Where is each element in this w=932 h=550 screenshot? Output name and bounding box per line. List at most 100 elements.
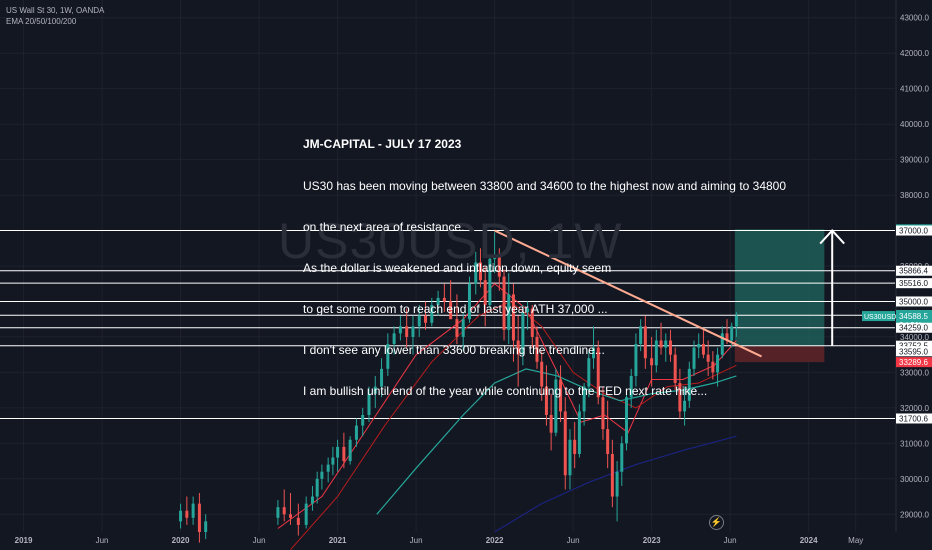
candle-body xyxy=(620,443,624,472)
candle-body xyxy=(587,358,591,387)
price-tick-label: 29000.0 xyxy=(900,510,929,519)
candle-body xyxy=(436,297,440,306)
candle-body xyxy=(687,368,691,401)
candle-body xyxy=(373,386,377,394)
price-tag-bg xyxy=(896,225,932,236)
candle-body xyxy=(659,340,663,348)
candle-body xyxy=(320,471,324,479)
candle-body xyxy=(654,340,658,366)
symbol-title[interactable]: US Wall St 30, 1W, OANDA xyxy=(6,6,105,15)
time-tick-label: Jun xyxy=(724,536,737,545)
time-tick-label: Jun xyxy=(567,536,580,545)
price-tick-label: 38000.0 xyxy=(900,191,929,200)
price-tag-bg xyxy=(896,296,932,307)
candle-body xyxy=(610,453,614,497)
candle-body xyxy=(549,414,553,433)
price-tag-label: 35000.0 xyxy=(899,297,928,306)
indicator-legend[interactable]: EMA 20/50/100/200 xyxy=(6,17,77,26)
candle-body xyxy=(197,503,201,532)
price-tick-label: 31000.0 xyxy=(900,439,929,448)
candle-body xyxy=(185,510,189,518)
loss-zone xyxy=(734,345,825,363)
ema-line xyxy=(277,283,737,529)
price-tag-bg xyxy=(896,278,932,289)
candle-body xyxy=(502,276,506,330)
candle-body xyxy=(361,414,365,426)
candle-body xyxy=(411,326,415,337)
candle-body xyxy=(511,294,515,341)
candle-body xyxy=(331,457,335,465)
candle-body xyxy=(629,375,633,398)
lightning-icon[interactable]: ⚡ xyxy=(709,515,724,530)
note-line: I don't see any lower than 33600 breakin… xyxy=(303,342,605,357)
candle-body xyxy=(449,301,453,320)
time-tick-label: 2020 xyxy=(172,536,190,545)
candle-body xyxy=(650,358,654,366)
candle-body xyxy=(601,397,605,430)
note-line: JM-CAPITAL - JULY 17 2023 xyxy=(303,137,462,152)
candle-body xyxy=(563,411,567,476)
candle-body xyxy=(282,507,286,515)
price-tag-label: 34588.5 xyxy=(899,312,928,321)
note-line: on the next area of resistance. xyxy=(303,219,465,234)
candle-body xyxy=(204,521,208,532)
time-tick-label: May xyxy=(848,536,863,545)
time-tick-label: 2022 xyxy=(486,536,504,545)
price-tag-bg xyxy=(896,340,932,351)
price-tick-label: 33000.0 xyxy=(900,368,929,377)
candle-body xyxy=(488,258,492,306)
candle-body xyxy=(725,333,729,341)
candle-body xyxy=(304,503,308,525)
note-line: As the dollar is weakened and inflation … xyxy=(303,260,612,275)
price-tag-label: 33289.6 xyxy=(899,358,928,367)
time-tick-label: 2021 xyxy=(329,536,347,545)
candle-body xyxy=(380,368,384,387)
candle-body xyxy=(405,326,409,337)
candle-body xyxy=(417,315,421,327)
candle-body xyxy=(582,386,586,412)
symbol-chip-bg xyxy=(862,311,895,322)
price-tag-label: 37000.0 xyxy=(899,227,928,236)
time-tick-label: Jun xyxy=(96,536,109,545)
candle-body xyxy=(442,297,446,302)
profit-zone xyxy=(734,229,825,346)
candle-body xyxy=(720,333,724,355)
price-tag-label: 35866.4 xyxy=(899,267,928,276)
analysis-note[interactable]: JM-CAPITAL - JULY 17 2023 US30 has been … xyxy=(303,111,786,426)
candle-body xyxy=(191,503,195,518)
candle-body xyxy=(430,305,434,323)
price-tick-label: 42000.0 xyxy=(900,49,929,58)
candle-body xyxy=(179,510,183,522)
candle-body xyxy=(596,347,600,398)
candle-body xyxy=(664,340,668,348)
price-tag-bg xyxy=(896,322,932,333)
candle-body xyxy=(461,319,465,337)
candle-body xyxy=(478,262,482,281)
candle-body xyxy=(424,315,428,323)
candle-body xyxy=(592,347,596,359)
candle-body xyxy=(493,255,497,259)
note-line: US30 has been moving between 33800 and 3… xyxy=(303,178,787,193)
candle-body xyxy=(544,386,548,415)
candle-body xyxy=(697,344,701,348)
candle-body xyxy=(296,517,300,525)
candle-body xyxy=(497,255,501,277)
candle-body xyxy=(701,344,705,355)
price-tag-bg xyxy=(896,346,932,357)
candle-body xyxy=(467,283,471,320)
candle-body xyxy=(392,333,396,345)
candle-body xyxy=(730,326,734,341)
candle-body xyxy=(398,326,402,334)
time-tick-label: 2023 xyxy=(643,536,661,545)
candle-body xyxy=(455,319,459,337)
candle-body xyxy=(606,429,610,454)
symbol-watermark: US30USD, 1W xyxy=(278,213,623,269)
candle-body xyxy=(354,425,358,440)
candle-body xyxy=(716,354,720,373)
price-tag-bg xyxy=(896,265,932,276)
candle-body xyxy=(639,326,643,345)
price-tick-label: 41000.0 xyxy=(900,85,929,94)
candle-body xyxy=(276,507,280,518)
